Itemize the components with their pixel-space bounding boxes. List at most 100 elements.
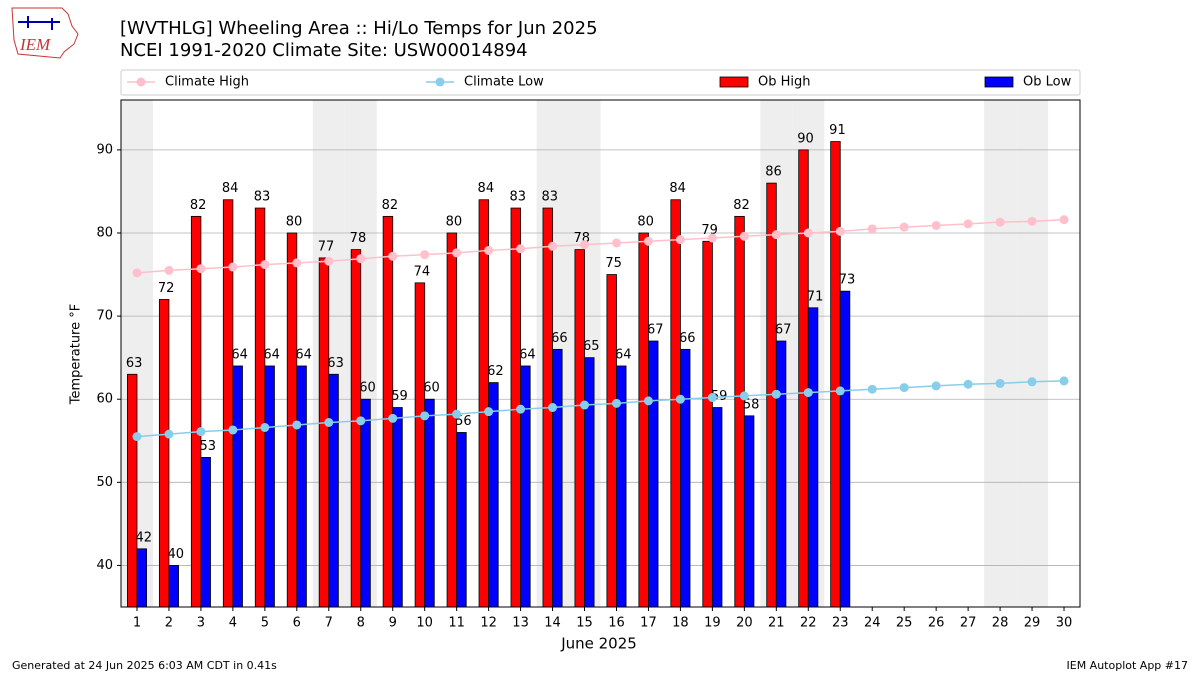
x-tick-label: 11 <box>448 616 465 631</box>
bar <box>775 340 787 608</box>
line <box>136 380 1065 438</box>
bar <box>456 432 467 608</box>
bar <box>350 249 362 608</box>
data-label: 84 <box>478 181 495 196</box>
data-label: 83 <box>541 190 558 205</box>
y-axis-label: Temperature °F <box>69 304 84 405</box>
line-point <box>739 391 749 401</box>
y-tick-label: 80 <box>96 225 113 240</box>
bar <box>478 199 490 608</box>
x-tick-label: 12 <box>480 616 497 631</box>
y-tick-label: 40 <box>96 558 113 573</box>
line-point <box>899 383 909 393</box>
bar <box>360 398 371 608</box>
bar <box>584 357 595 608</box>
data-label: 60 <box>423 381 440 396</box>
x-tick-label: 13 <box>512 616 529 631</box>
line-point <box>132 268 142 278</box>
logo: IEM <box>11 7 79 59</box>
plot-frame <box>120 99 1081 608</box>
bar <box>702 240 713 608</box>
bar <box>839 290 851 608</box>
legend-swatch <box>719 76 749 88</box>
line-point <box>548 241 558 251</box>
line-point <box>324 417 334 427</box>
line-point <box>771 389 781 399</box>
data-label: 83 <box>254 190 271 205</box>
x-tick-label: 16 <box>608 616 625 631</box>
bar <box>552 348 563 608</box>
x-tick-label: 5 <box>261 616 269 631</box>
line-point <box>803 388 813 398</box>
x-tick-label: 7 <box>325 616 333 631</box>
data-label: 64 <box>615 347 632 362</box>
data-label: 84 <box>222 181 239 196</box>
line-point <box>1027 216 1037 226</box>
logo-outline <box>11 7 79 59</box>
line-point <box>675 235 685 245</box>
bar <box>638 232 649 608</box>
line-point <box>867 384 877 394</box>
data-label: 42 <box>136 530 153 545</box>
shaded-band <box>1016 100 1049 607</box>
x-tick-label: 20 <box>736 616 753 631</box>
line-point <box>931 221 941 231</box>
data-label: 59 <box>391 389 408 404</box>
line-point <box>611 398 621 408</box>
line-point <box>292 420 302 430</box>
data-label: 64 <box>519 347 536 362</box>
x-tick-label: 27 <box>960 616 977 631</box>
data-label: 67 <box>647 323 664 338</box>
bar <box>264 365 275 608</box>
data-label: 66 <box>551 331 568 346</box>
x-tick-label: 6 <box>293 616 301 631</box>
bar <box>200 456 211 608</box>
bar <box>488 382 499 608</box>
legend-label: Ob Low <box>1023 75 1072 90</box>
bar <box>807 307 819 608</box>
bar <box>222 199 234 608</box>
x-tick-label: 4 <box>229 616 237 631</box>
x-tick-label: 24 <box>864 616 881 631</box>
data-label: 84 <box>669 181 686 196</box>
line-point <box>228 425 238 435</box>
line-point <box>1059 215 1069 225</box>
chart-title: [WVTHLG] Wheeling Area :: Hi/Lo Temps fo… <box>120 18 598 39</box>
line-point <box>835 226 845 236</box>
x-tick-label: 17 <box>640 616 657 631</box>
data-label: 53 <box>199 439 216 454</box>
line-point <box>643 396 653 406</box>
line-point <box>484 245 494 255</box>
x-tick-label: 15 <box>576 616 593 631</box>
x-tick-label: 22 <box>800 616 817 631</box>
bar <box>392 407 403 608</box>
data-label: 82 <box>382 198 399 213</box>
y-tick-label: 90 <box>96 142 113 157</box>
x-tick-label: 2 <box>165 616 173 631</box>
bar <box>574 249 585 608</box>
bar <box>168 565 179 608</box>
data-label: 86 <box>765 165 782 180</box>
x-tick-label: 30 <box>1056 616 1073 631</box>
x-tick-label: 3 <box>197 616 205 631</box>
bar <box>711 407 723 608</box>
line-point <box>995 378 1005 388</box>
line-point <box>995 217 1005 227</box>
chart-subtitle: NCEI 1991-2020 Climate Site: USW00014894 <box>120 40 528 61</box>
data-label: 62 <box>487 364 504 379</box>
bar <box>190 215 202 608</box>
bar <box>680 348 691 608</box>
data-label: 60 <box>359 381 376 396</box>
bar <box>296 365 307 608</box>
line-point <box>675 394 685 404</box>
line-point <box>388 251 398 261</box>
bar <box>328 373 339 608</box>
line-point <box>132 432 142 442</box>
data-label: 63 <box>126 356 143 371</box>
legend-label: Ob High <box>758 75 811 90</box>
line-point <box>452 409 462 419</box>
logo-icon <box>18 16 60 30</box>
line-point <box>164 429 174 439</box>
line-point <box>356 416 366 426</box>
line-point <box>196 264 206 274</box>
